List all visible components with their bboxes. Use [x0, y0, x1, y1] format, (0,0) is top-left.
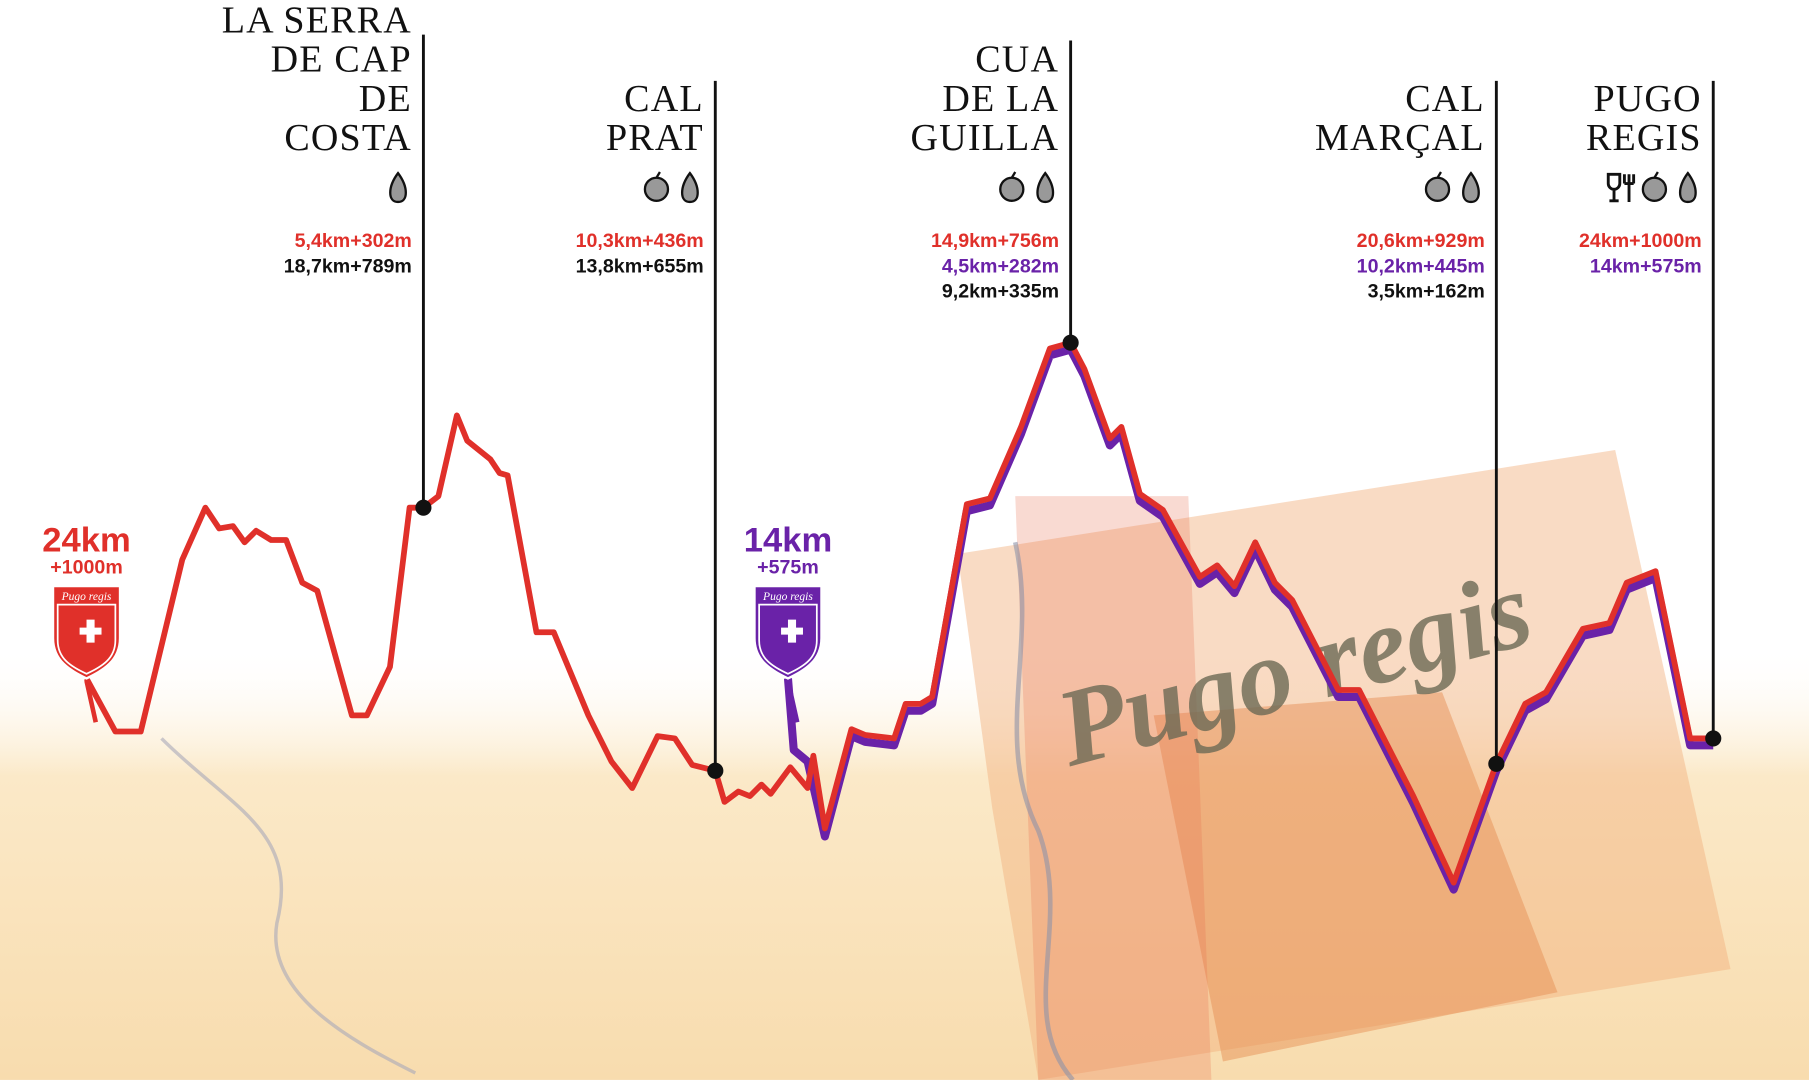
badge-cross: [781, 619, 803, 643]
marker-dot: [1705, 730, 1722, 747]
water-icon: [1036, 171, 1055, 204]
start-climb: +575m: [757, 556, 819, 578]
route-long: [83, 339, 1714, 886]
checkpoint-name: PUGO: [1593, 78, 1701, 120]
checkpoint-name: COSTA: [284, 117, 412, 159]
water-icon: [1678, 171, 1697, 204]
distance: 20,6km+929m: [1357, 230, 1485, 252]
apple-stem: [655, 171, 661, 179]
water-icon: [680, 171, 699, 204]
badge-text: Pugo regis: [762, 591, 813, 603]
apple-icon: [1641, 176, 1668, 202]
apple-icon: [1424, 176, 1451, 202]
marker-dot: [1062, 334, 1079, 351]
distance: 18,7km+789m: [284, 255, 412, 277]
start-label: 24km+1000m Pugo regis: [42, 522, 131, 723]
fork-icon: [1622, 174, 1636, 202]
distance: 9,2km+335m: [942, 281, 1059, 303]
apple-stem: [1010, 171, 1017, 179]
start-distance: 24km: [42, 522, 131, 560]
distance: 14,9km+756m: [931, 230, 1059, 252]
apple-icon: [999, 176, 1025, 202]
start-label: 14km+575m Pugo regis: [744, 522, 833, 723]
checkpoint-name: MARÇAL: [1315, 117, 1485, 159]
distance: 13,8km+655m: [576, 255, 704, 277]
distance: 5,4km+302m: [295, 230, 412, 252]
route-stub: [785, 680, 800, 723]
distance: 14km+575m: [1590, 255, 1702, 277]
marker-dot: [415, 499, 432, 516]
badge-border: [56, 603, 117, 675]
apple-icon: [643, 176, 670, 202]
distance: 24km+1000m: [1579, 230, 1702, 252]
checkpoint-name: GUILLA: [911, 117, 1060, 159]
checkpoint-name: DE CAP: [271, 39, 412, 81]
cup-icon: [1606, 172, 1622, 203]
checkpoint-name: REGIS: [1586, 117, 1702, 159]
route-stub: [84, 680, 99, 723]
checkpoint-name: PRAT: [606, 117, 704, 159]
badge-text: Pugo regis: [61, 591, 112, 603]
apple-stem: [1653, 171, 1659, 179]
water-icon: [389, 171, 407, 204]
checkpoint-name: LA SERRA: [222, 0, 412, 41]
water-icon: [1462, 171, 1480, 204]
checkpoint-name: DE LA: [942, 78, 1059, 120]
marker-dot: [1488, 755, 1505, 772]
distance: 10,3km+436m: [576, 230, 704, 252]
badge-border: [758, 603, 818, 675]
distance: 4,5km+282m: [942, 255, 1059, 277]
distance: 10,2km+445m: [1357, 255, 1485, 277]
marker-dot: [707, 762, 724, 779]
checkpoint-name: CAL: [624, 78, 704, 120]
checkpoint-name: CAL: [1405, 78, 1485, 120]
start-climb: +1000m: [50, 556, 123, 578]
apple-stem: [1436, 171, 1442, 179]
checkpoint-name: CUA: [975, 39, 1059, 81]
distance: 3,5km+162m: [1368, 281, 1485, 303]
badge-cross: [79, 619, 102, 643]
checkpoint-name: DE: [359, 78, 412, 120]
map-background: [0, 450, 1809, 1080]
start-distance: 14km: [744, 522, 833, 560]
